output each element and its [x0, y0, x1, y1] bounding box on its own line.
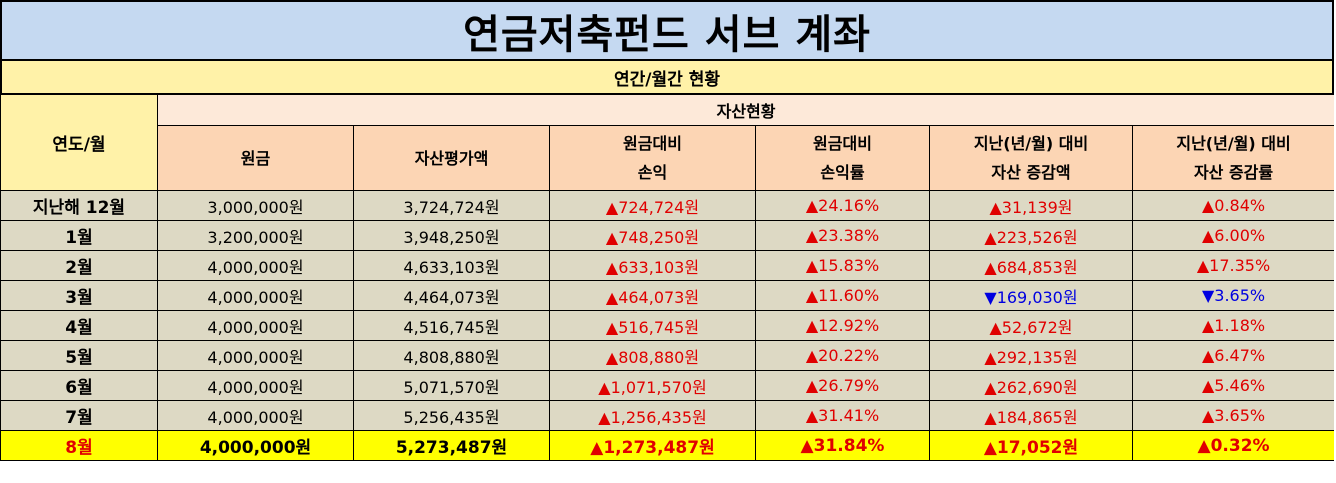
cell-change-rate[interactable]: ▲1.18% — [1131, 310, 1334, 341]
table-row: 6월 4,000,000원 5,071,570원 ▲1,071,570원 ▲26… — [0, 370, 1334, 401]
cell-change-amount[interactable]: ▲31,139원 — [929, 190, 1133, 221]
cell-pl[interactable]: ▲516,745원 — [549, 310, 756, 341]
header-pl-rate-line2: 손익률 — [820, 163, 865, 182]
cell-label[interactable]: 1월 — [0, 220, 158, 251]
cell-label[interactable]: 3월 — [0, 280, 158, 311]
cell-change-amount[interactable]: ▼169,030원 — [929, 280, 1133, 311]
header-year-month[interactable]: 연도/월 — [0, 94, 158, 191]
cell-label[interactable]: 4월 — [0, 310, 158, 341]
header-change-amount-line1: 지난(년/월) 대비 — [973, 134, 1089, 153]
cell-pl-rate[interactable]: ▲31.41% — [755, 400, 930, 431]
cell-pl-rate[interactable]: ▲11.60% — [755, 280, 930, 311]
header-change-rate-line1: 지난(년/월) 대비 — [1176, 134, 1291, 153]
cell-change-amount[interactable]: ▲223,526원 — [929, 220, 1133, 251]
cell-change-rate[interactable]: ▲6.00% — [1131, 220, 1334, 251]
table-row-current: 8월 4,000,000원 5,273,487원 ▲1,273,487원 ▲31… — [0, 430, 1334, 461]
cell-pl[interactable]: ▲633,103원 — [549, 250, 756, 281]
header-pl-line2: 손익 — [637, 163, 668, 182]
cell-asset-value[interactable]: 5,273,487원 — [353, 430, 550, 461]
cell-change-amount[interactable]: ▲184,865원 — [929, 400, 1133, 431]
cell-change-amount[interactable]: ▲292,135원 — [929, 340, 1133, 371]
cell-label[interactable]: 6월 — [0, 370, 158, 401]
cell-asset-value[interactable]: 5,256,435원 — [353, 400, 550, 431]
cell-label[interactable]: 8월 — [0, 430, 158, 461]
header-asset-value[interactable]: 자산평가액 — [353, 125, 550, 191]
cell-principal[interactable]: 3,200,000원 — [157, 220, 354, 251]
header-principal[interactable]: 원금 — [157, 125, 354, 191]
header-change-amount-line2: 자산 증감액 — [991, 163, 1071, 182]
cell-change-rate[interactable]: ▲3.65% — [1131, 400, 1334, 431]
cell-change-rate[interactable]: ▲0.84% — [1131, 190, 1334, 221]
cell-label[interactable]: 2월 — [0, 250, 158, 281]
cell-pl-rate[interactable]: ▲31.84% — [755, 430, 930, 461]
cell-pl[interactable]: ▲1,273,487원 — [549, 430, 756, 461]
table-row: 3월 4,000,000원 4,464,073원 ▲464,073원 ▲11.6… — [0, 280, 1334, 311]
header-principal-text: 원금 — [240, 148, 271, 168]
table-row: 2월 4,000,000원 4,633,103원 ▲633,103원 ▲15.8… — [0, 250, 1334, 281]
cell-principal[interactable]: 4,000,000원 — [157, 370, 354, 401]
cell-asset-value[interactable]: 4,516,745원 — [353, 310, 550, 341]
table-row: 1월 3,200,000원 3,948,250원 ▲748,250원 ▲23.3… — [0, 220, 1334, 251]
cell-change-rate[interactable]: ▲17.35% — [1131, 250, 1334, 281]
cell-principal[interactable]: 4,000,000원 — [157, 310, 354, 341]
cell-pl-rate[interactable]: ▲15.83% — [755, 250, 930, 281]
header-change-rate[interactable]: 지난(년/월) 대비 자산 증감률 — [1131, 125, 1334, 191]
header-pl[interactable]: 원금대비 손익 — [549, 125, 756, 191]
cell-principal[interactable]: 4,000,000원 — [157, 280, 354, 311]
cell-pl[interactable]: ▲724,724원 — [549, 190, 756, 221]
cell-asset-value[interactable]: 4,464,073원 — [353, 280, 550, 311]
cell-change-rate[interactable]: ▼3.65% — [1131, 280, 1334, 311]
cell-pl-rate[interactable]: ▲23.38% — [755, 220, 930, 251]
cell-change-rate[interactable]: ▲5.46% — [1131, 370, 1334, 401]
cell-pl[interactable]: ▲464,073원 — [549, 280, 756, 311]
cell-change-rate[interactable]: ▲0.32% — [1131, 430, 1334, 461]
cell-principal[interactable]: 4,000,000원 — [157, 430, 354, 461]
cell-principal[interactable]: 4,000,000원 — [157, 400, 354, 431]
table-row: 7월 4,000,000원 5,256,435원 ▲1,256,435원 ▲31… — [0, 400, 1334, 431]
cell-principal[interactable]: 4,000,000원 — [157, 250, 354, 281]
cell-pl-rate[interactable]: ▲24.16% — [755, 190, 930, 221]
header-pl-rate-line1: 원금대비 — [813, 134, 872, 153]
cell-pl[interactable]: ▲1,071,570원 — [549, 370, 756, 401]
cell-asset-value[interactable]: 4,633,103원 — [353, 250, 550, 281]
header-change-rate-line2: 자산 증감률 — [1193, 163, 1274, 182]
cell-pl-rate[interactable]: ▲20.22% — [755, 340, 930, 371]
table-row: 5월 4,000,000원 4,808,880원 ▲808,880원 ▲20.2… — [0, 340, 1334, 371]
cell-pl-rate[interactable]: ▲12.92% — [755, 310, 930, 341]
cell-principal[interactable]: 3,000,000원 — [157, 190, 354, 221]
cell-asset-value[interactable]: 3,948,250원 — [353, 220, 550, 251]
cell-pl[interactable]: ▲808,880원 — [549, 340, 756, 371]
asset-table: 연도/월 자산현황 원금 자산평가액 원금대비 손익 원금대비 손익률 지난(년… — [0, 94, 1334, 461]
cell-pl-rate[interactable]: ▲26.79% — [755, 370, 930, 401]
cell-label[interactable]: 7월 — [0, 400, 158, 431]
cell-pl[interactable]: ▲748,250원 — [549, 220, 756, 251]
cell-asset-value[interactable]: 4,808,880원 — [353, 340, 550, 371]
cell-label[interactable]: 지난해 12월 — [0, 190, 158, 221]
cell-label[interactable]: 5월 — [0, 340, 158, 371]
header-asset-status[interactable]: 자산현황 — [156, 94, 1334, 126]
cell-asset-value[interactable]: 5,071,570원 — [353, 370, 550, 401]
table-row: 4월 4,000,000원 4,516,745원 ▲516,745원 ▲12.9… — [0, 310, 1334, 341]
table-row: 지난해 12월 3,000,000원 3,724,724원 ▲724,724원 … — [0, 190, 1334, 221]
header-change-amount[interactable]: 지난(년/월) 대비 자산 증감액 — [929, 125, 1133, 191]
cell-change-amount[interactable]: ▲52,672원 — [929, 310, 1133, 341]
sheet-subtitle: 연간/월간 현황 — [0, 61, 1334, 94]
cell-change-amount[interactable]: ▲262,690원 — [929, 370, 1133, 401]
cell-change-rate[interactable]: ▲6.47% — [1131, 340, 1334, 371]
header-pl-rate[interactable]: 원금대비 손익률 — [755, 125, 930, 191]
cell-pl[interactable]: ▲1,256,435원 — [549, 400, 756, 431]
cell-asset-value[interactable]: 3,724,724원 — [353, 190, 550, 221]
cell-principal[interactable]: 4,000,000원 — [157, 340, 354, 371]
header-asset-value-text: 자산평가액 — [414, 148, 489, 168]
cell-change-amount[interactable]: ▲17,052원 — [929, 430, 1133, 461]
sheet-title: 연금저축펀드 서브 계좌 — [0, 0, 1334, 61]
cell-change-amount[interactable]: ▲684,853원 — [929, 250, 1133, 281]
header-pl-line1: 원금대비 — [623, 134, 682, 153]
